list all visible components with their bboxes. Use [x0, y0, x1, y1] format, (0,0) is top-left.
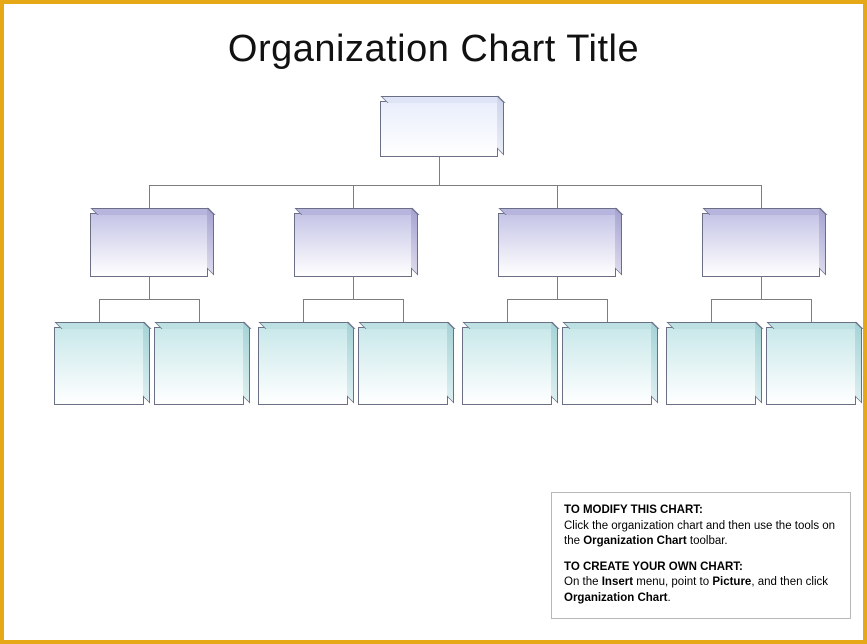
org-node-l3-1[interactable]: [154, 327, 244, 405]
org-node-root[interactable]: [380, 101, 498, 157]
connector: [439, 157, 440, 186]
chart-title: Organization Chart Title: [4, 28, 863, 71]
org-node-l3-5[interactable]: [562, 327, 652, 405]
connector: [303, 299, 404, 300]
connector: [711, 299, 812, 300]
instruction-paragraph: TO CREATE YOUR OWN CHART:On the Insert m…: [564, 560, 838, 607]
connector: [761, 277, 762, 300]
connector: [507, 299, 608, 300]
slide-frame: Organization Chart Title TO MODIFY THIS …: [0, 0, 867, 644]
instruction-heading: TO CREATE YOUR OWN CHART:: [564, 561, 743, 573]
instruction-paragraph: TO MODIFY THIS CHART:Click the organizat…: [564, 503, 838, 550]
connector: [149, 185, 762, 186]
connector: [557, 277, 558, 300]
org-node-l3-7[interactable]: [766, 327, 856, 405]
instructions-box: TO MODIFY THIS CHART:Click the organizat…: [551, 492, 851, 619]
connector: [99, 299, 200, 300]
connector: [353, 277, 354, 300]
org-node-l3-6[interactable]: [666, 327, 756, 405]
instruction-heading: TO MODIFY THIS CHART:: [564, 504, 703, 516]
connector: [149, 277, 150, 300]
org-node-l2-1[interactable]: [294, 213, 412, 277]
org-node-l3-0[interactable]: [54, 327, 144, 405]
org-node-l3-4[interactable]: [462, 327, 552, 405]
org-node-l3-3[interactable]: [358, 327, 448, 405]
org-node-l2-0[interactable]: [90, 213, 208, 277]
org-node-l2-3[interactable]: [702, 213, 820, 277]
org-node-l2-2[interactable]: [498, 213, 616, 277]
org-chart[interactable]: [4, 89, 863, 449]
org-node-l3-2[interactable]: [258, 327, 348, 405]
